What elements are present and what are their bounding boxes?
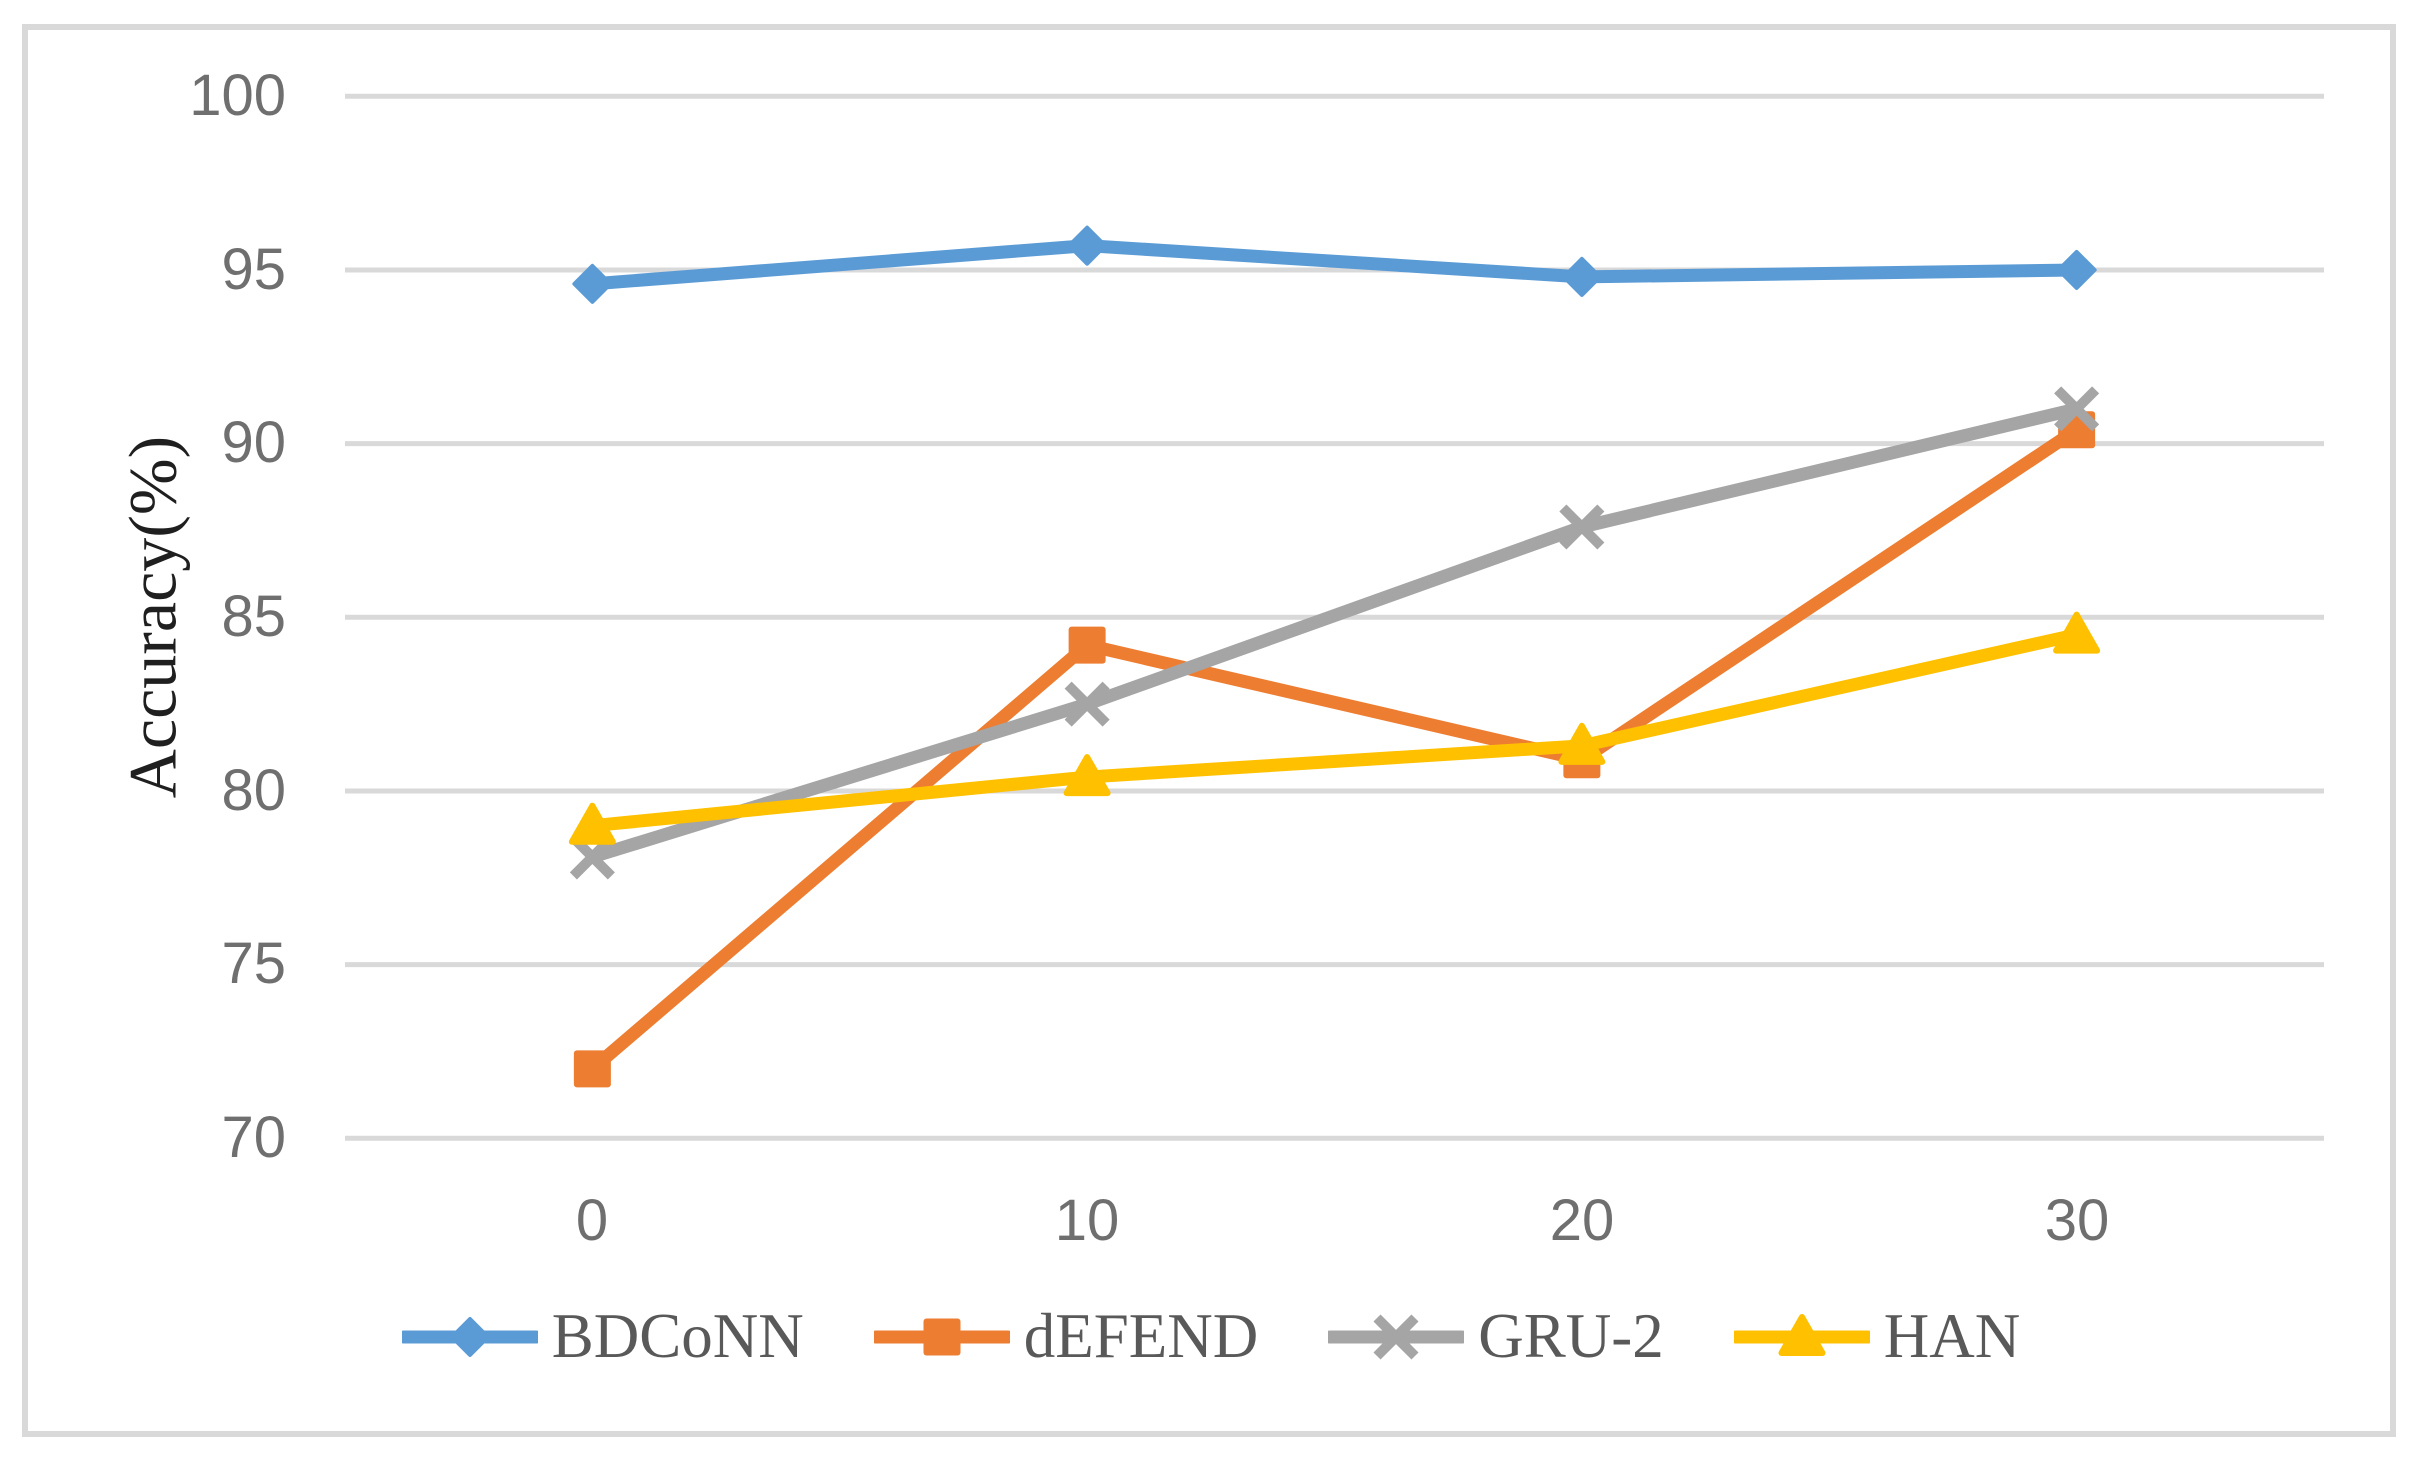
series-marker-GRU-2-20-stroke-2 <box>1559 504 1605 550</box>
legend-item-bdconn: BDCoNN <box>401 1300 804 1373</box>
series-marker-HAN-0 <box>568 802 616 845</box>
series-marker-BDCoNN-10 <box>1067 225 1108 266</box>
legend-label-han: HAN <box>1883 1301 2021 1371</box>
legend-item-defend: dEFEND <box>873 1300 1259 1373</box>
legend-label-defend: dEFEND <box>1023 1301 1259 1371</box>
x-tick-label-0: 0 <box>575 1188 609 1253</box>
bdconn-diamond-line-icon <box>401 1316 538 1357</box>
series-line-dEFEND <box>585 423 2084 1076</box>
gru2-x-line-icon <box>1328 1313 1465 1360</box>
y-tick-label-80: 80 <box>221 758 286 823</box>
y-tick-label-70: 70 <box>221 1105 286 1170</box>
y-tick-label-85: 85 <box>221 584 286 649</box>
series-marker-BDCoNN-20 <box>1561 256 1602 297</box>
series-marker-GRU-2-10-stroke-2 <box>1064 681 1110 727</box>
series-line-BDCoNN <box>585 239 2084 291</box>
series-marker-dEFEND-10 <box>1068 626 1106 664</box>
legend-marker-GRU-2-stroke-2 <box>1373 1313 1419 1360</box>
legend-item-gru2: GRU-2 <box>1328 1300 1664 1373</box>
series-line-GRU-2 <box>585 402 2084 864</box>
legend-item-han: HAN <box>1733 1300 2021 1373</box>
series-marker-dEFEND-0 <box>573 1050 611 1088</box>
series-marker-BDCoNN-30 <box>2056 249 2097 290</box>
y-tick-label-90: 90 <box>221 410 286 475</box>
x-tick-label-20: 20 <box>1549 1188 1615 1253</box>
series-marker-HAN-20 <box>1558 722 1606 765</box>
series-marker-GRU-2-10 <box>1064 681 1110 727</box>
y-axis-tick-labels: 100 95 90 85 80 75 70 <box>0 0 292 1466</box>
legend-marker-dEFEND <box>923 1318 961 1355</box>
legend-marker-HAN <box>1778 1313 1826 1356</box>
defend-square-line-icon <box>873 1318 1010 1355</box>
legend-label-gru2: GRU-2 <box>1478 1301 1664 1371</box>
legend-marker-BDCoNN <box>449 1316 490 1357</box>
legend-label-bdconn: BDCoNN <box>551 1301 804 1371</box>
x-tick-label-30: 30 <box>2044 1188 2110 1253</box>
series-marker-HAN-10 <box>1063 754 1111 797</box>
y-tick-label-100: 100 <box>189 63 286 128</box>
series-marker-HAN-30 <box>2053 611 2101 654</box>
han-triangle-line-icon <box>1733 1313 1870 1356</box>
series-marker-GRU-2-20 <box>1559 504 1605 550</box>
x-tick-label-10: 10 <box>1054 1188 1120 1253</box>
series-marker-BDCoNN-0 <box>572 263 613 304</box>
legend-marker-GRU-2 <box>1373 1313 1419 1360</box>
series-marker-GRU-2-30 <box>2054 386 2100 432</box>
y-tick-label-95: 95 <box>221 237 286 302</box>
series-line-HAN <box>585 628 2084 833</box>
y-tick-label-75: 75 <box>221 931 286 996</box>
series-marker-GRU-2-30-stroke-2 <box>2054 386 2100 432</box>
legend: BDCoNN dEFEND GRU-2 HAN <box>0 1300 2422 1373</box>
chart-border <box>22 24 2396 1437</box>
